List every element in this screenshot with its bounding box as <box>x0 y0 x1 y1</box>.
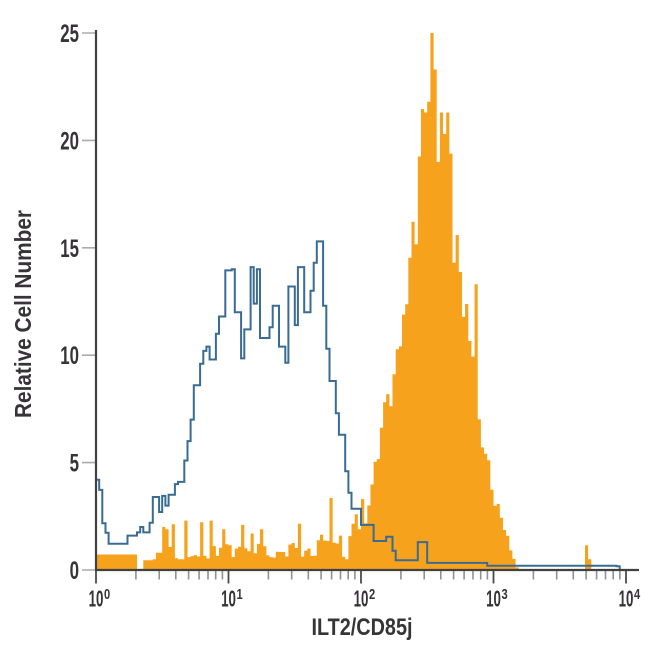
svg-text:1: 1 <box>237 586 244 603</box>
svg-text:2: 2 <box>369 586 375 603</box>
svg-text:3: 3 <box>502 586 508 603</box>
svg-text:0: 0 <box>104 586 110 603</box>
svg-text:10: 10 <box>221 586 236 612</box>
svg-text:10: 10 <box>619 586 634 612</box>
svg-text:10: 10 <box>60 343 79 370</box>
svg-text:4: 4 <box>634 586 641 603</box>
svg-text:10: 10 <box>486 586 501 612</box>
svg-text:10: 10 <box>89 586 104 612</box>
svg-text:ILT2/CD85j: ILT2/CD85j <box>312 614 413 641</box>
svg-text:25: 25 <box>60 21 79 48</box>
svg-text:Relative Cell Number: Relative Cell Number <box>10 210 36 418</box>
svg-text:10: 10 <box>354 586 369 612</box>
svg-text:20: 20 <box>60 128 79 155</box>
svg-text:5: 5 <box>70 451 80 478</box>
svg-text:0: 0 <box>70 558 79 585</box>
svg-text:15: 15 <box>60 236 79 263</box>
